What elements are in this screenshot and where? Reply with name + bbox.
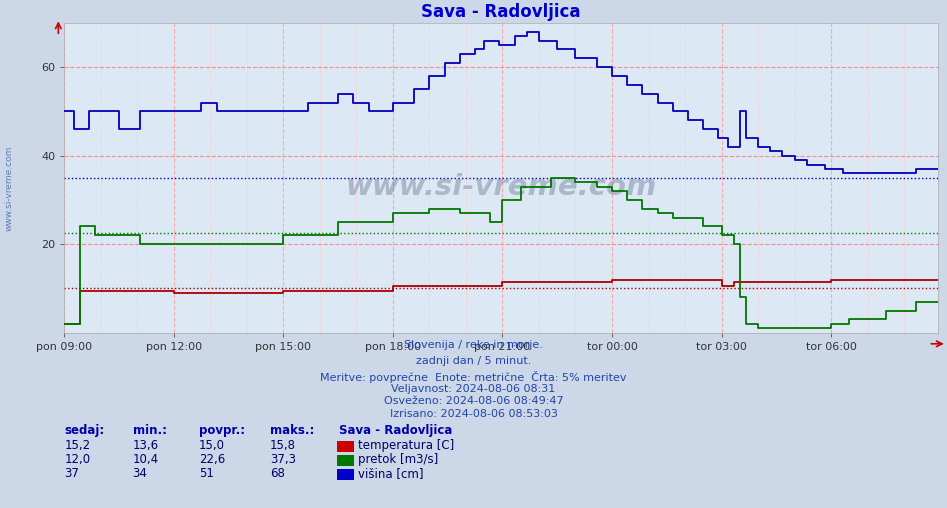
Text: 22,6: 22,6 bbox=[199, 453, 225, 466]
Text: Izrisano: 2024-08-06 08:53:03: Izrisano: 2024-08-06 08:53:03 bbox=[389, 409, 558, 419]
Text: 51: 51 bbox=[199, 467, 214, 481]
Text: Slovenija / reke in morje.: Slovenija / reke in morje. bbox=[404, 340, 543, 351]
Title: Sava - Radovljica: Sava - Radovljica bbox=[421, 4, 581, 21]
Text: 15,8: 15,8 bbox=[270, 439, 295, 453]
Text: 37,3: 37,3 bbox=[270, 453, 295, 466]
Text: višina [cm]: višina [cm] bbox=[358, 467, 423, 481]
Text: 12,0: 12,0 bbox=[64, 453, 91, 466]
Text: pretok [m3/s]: pretok [m3/s] bbox=[358, 453, 438, 466]
Text: Meritve: povprečne  Enote: metrične  Črta: 5% meritev: Meritve: povprečne Enote: metrične Črta:… bbox=[320, 371, 627, 383]
Text: www.si-vreme.com: www.si-vreme.com bbox=[346, 173, 656, 201]
Text: 10,4: 10,4 bbox=[133, 453, 159, 466]
Text: Osveženo: 2024-08-06 08:49:47: Osveženo: 2024-08-06 08:49:47 bbox=[384, 396, 563, 406]
Text: 34: 34 bbox=[133, 467, 148, 481]
Text: temperatura [C]: temperatura [C] bbox=[358, 439, 455, 453]
Text: 37: 37 bbox=[64, 467, 80, 481]
Text: povpr.:: povpr.: bbox=[199, 424, 245, 437]
Text: 15,2: 15,2 bbox=[64, 439, 91, 453]
Text: 13,6: 13,6 bbox=[133, 439, 159, 453]
Text: Veljavnost: 2024-08-06 08:31: Veljavnost: 2024-08-06 08:31 bbox=[391, 384, 556, 394]
Text: min.:: min.: bbox=[133, 424, 167, 437]
Text: 68: 68 bbox=[270, 467, 285, 481]
Text: www.si-vreme.com: www.si-vreme.com bbox=[5, 145, 14, 231]
Text: sedaj:: sedaj: bbox=[64, 424, 105, 437]
Text: Sava - Radovljica: Sava - Radovljica bbox=[339, 424, 453, 437]
Text: 15,0: 15,0 bbox=[199, 439, 224, 453]
Text: maks.:: maks.: bbox=[270, 424, 314, 437]
Text: zadnji dan / 5 minut.: zadnji dan / 5 minut. bbox=[416, 356, 531, 366]
